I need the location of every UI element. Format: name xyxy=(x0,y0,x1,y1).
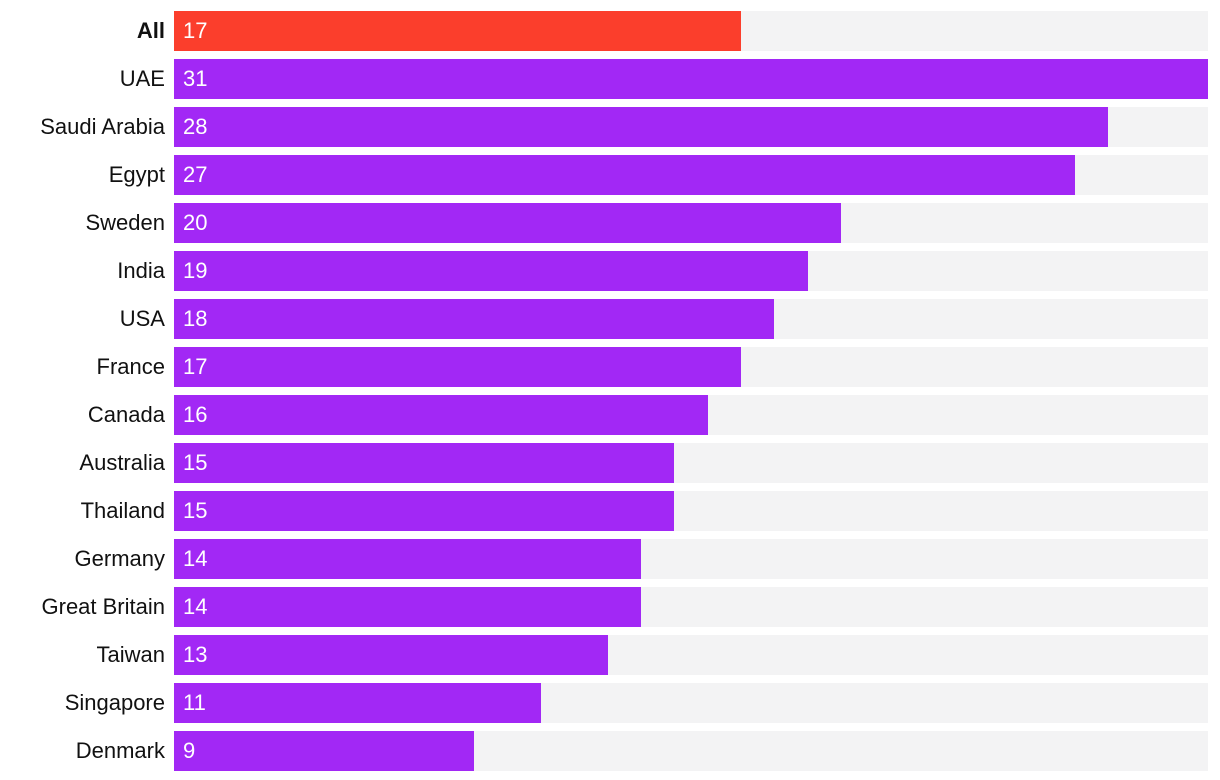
bar-track: 27 xyxy=(174,155,1208,195)
category-label: Denmark xyxy=(75,738,165,763)
bar: 20 xyxy=(174,203,842,243)
chart-row: Great Britain 14 xyxy=(0,587,1208,627)
bar-value-label: 14 xyxy=(183,546,208,571)
bar-track: 16 xyxy=(174,395,1208,435)
bar-track: 19 xyxy=(174,251,1208,291)
bar: 17 xyxy=(174,347,742,387)
chart-row: Australia 15 xyxy=(0,443,1208,483)
category-label: Thailand xyxy=(80,498,165,523)
bar-value-label: 27 xyxy=(183,162,208,187)
bar: 28 xyxy=(174,107,1108,147)
bar: 27 xyxy=(174,155,1075,195)
bar: 19 xyxy=(174,251,808,291)
bar-value-label: 16 xyxy=(183,402,208,427)
chart-row: Denmark 9 xyxy=(0,731,1208,771)
bar-value-label: 13 xyxy=(183,642,208,667)
category-label: Taiwan xyxy=(96,642,165,667)
category-label: Canada xyxy=(87,402,165,427)
bar-track: 9 xyxy=(174,731,1208,771)
bar-value-label: 11 xyxy=(183,690,206,715)
chart-row: Egypt 27 xyxy=(0,155,1208,195)
bar-track: 13 xyxy=(174,635,1208,675)
bar-track: 15 xyxy=(174,491,1208,531)
bar-track: 20 xyxy=(174,203,1208,243)
bar-track: 14 xyxy=(174,587,1208,627)
bar-track: 14 xyxy=(174,539,1208,579)
bar: 16 xyxy=(174,395,708,435)
category-label: UAE xyxy=(119,66,165,91)
bar: 18 xyxy=(174,299,775,339)
category-label: All xyxy=(136,18,165,43)
bar-value-label: 28 xyxy=(183,114,208,139)
bar-track: 31 xyxy=(174,59,1208,99)
bar-track: 17 xyxy=(174,11,1208,51)
chart-row: Saudi Arabia 28 xyxy=(0,107,1208,147)
chart-row: Germany 14 xyxy=(0,539,1208,579)
bar-track: 28 xyxy=(174,107,1208,147)
chart-row: UAE 31 xyxy=(0,59,1208,99)
chart-row: Canada 16 xyxy=(0,395,1208,435)
bar: 14 xyxy=(174,539,641,579)
bar-value-label: 9 xyxy=(183,738,196,763)
bar-track: 18 xyxy=(174,299,1208,339)
bar-value-label: 14 xyxy=(183,594,208,619)
bar-track: 17 xyxy=(174,347,1208,387)
chart-row: Thailand 15 xyxy=(0,491,1208,531)
bar: 11 xyxy=(174,683,541,723)
category-label: Singapore xyxy=(64,690,165,715)
category-label: India xyxy=(117,258,165,283)
chart-row: Taiwan 13 xyxy=(0,635,1208,675)
bar: 15 xyxy=(174,491,675,531)
chart-row: India 19 xyxy=(0,251,1208,291)
bar-value-label: 20 xyxy=(183,210,208,235)
bar: 14 xyxy=(174,587,641,627)
bar-value-label: 15 xyxy=(183,498,208,523)
bar-value-label: 31 xyxy=(183,66,208,91)
bar: 13 xyxy=(174,635,608,675)
category-label: France xyxy=(96,354,165,379)
category-label: Saudi Arabia xyxy=(40,114,165,139)
category-label: Egypt xyxy=(108,162,165,187)
category-label: Australia xyxy=(79,450,165,475)
bar-highlighted: 17 xyxy=(174,11,742,51)
chart-row: Singapore 11 xyxy=(0,683,1208,723)
bar: 15 xyxy=(174,443,675,483)
bar-value-label: 15 xyxy=(183,450,208,475)
category-label: Germany xyxy=(74,546,165,571)
category-label: USA xyxy=(119,306,165,331)
bar: 31 xyxy=(174,59,1208,99)
chart-row: USA 18 xyxy=(0,299,1208,339)
bar: 9 xyxy=(174,731,475,771)
bar-track: 11 xyxy=(174,683,1208,723)
chart-row: France 17 xyxy=(0,347,1208,387)
bar-track: 15 xyxy=(174,443,1208,483)
bar-value-label: 17 xyxy=(183,18,208,43)
bar-value-label: 17 xyxy=(183,354,208,379)
bar-value-label: 18 xyxy=(183,306,208,331)
category-label: Great Britain xyxy=(41,594,166,619)
category-label: Sweden xyxy=(85,210,165,235)
chart-row: Sweden 20 xyxy=(0,203,1208,243)
chart-row: All 17 xyxy=(0,11,1208,51)
bar-value-label: 19 xyxy=(183,258,208,283)
